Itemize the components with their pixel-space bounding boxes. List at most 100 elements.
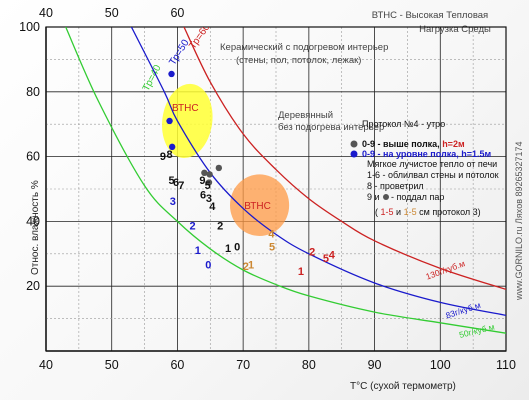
series-end-label: 83г/куб.м <box>444 300 482 321</box>
point-label: 2 <box>309 246 315 258</box>
ceramic-note-line-2: (стены, пол, потолок, лежак) <box>236 55 361 66</box>
x-axis-label: T°C (сухой термометр) <box>350 381 456 392</box>
y-tick-label: 20 <box>26 279 40 293</box>
upper-point <box>215 164 223 172</box>
x-tick-label: 110 <box>496 358 516 372</box>
lower-point <box>168 70 175 78</box>
series-label: Тр=50 <box>167 37 191 67</box>
legend-upper-text: 0-9 - выше полка, <box>362 139 440 149</box>
legend-note-4-marker <box>383 194 389 200</box>
point-label: 5 <box>323 253 329 265</box>
legend-title: Протокол №4 - утро <box>362 119 445 129</box>
point-label: 0 <box>205 259 211 271</box>
x-tick-label: 80 <box>302 358 316 372</box>
point-label: 2 <box>189 221 195 233</box>
legend-upper-height: h=2м <box>442 139 465 149</box>
legend-protocol-close: см протокол 3) <box>419 207 481 217</box>
top-tick-label: 50 <box>105 6 119 20</box>
point-label: 5 <box>168 175 174 187</box>
x-tick-label: 50 <box>105 358 119 372</box>
legend-protocol-open: ( <box>375 207 378 217</box>
x-tick-label: 90 <box>368 358 382 372</box>
x-tick-label: 60 <box>170 358 184 372</box>
series-line <box>130 27 506 316</box>
zone-label: ВТНС <box>172 103 199 114</box>
legend-upper-marker <box>350 140 358 148</box>
y-tick-label: 60 <box>26 150 40 164</box>
point-label: 4 <box>209 201 216 213</box>
wood-note-text: Деревянный <box>278 110 333 121</box>
point-label: 5 <box>205 180 211 192</box>
point-label: 9 <box>199 175 205 187</box>
legend-lower: 0-9 - на уровне полка, h=1.5м <box>362 149 492 159</box>
point-label: 6 <box>200 190 206 202</box>
ceramic-note-line-1: Керамический с подогревом интерьер <box>220 42 388 53</box>
y-tick-label: 100 <box>19 20 40 34</box>
lower-point <box>166 117 173 125</box>
point-label: 3 <box>206 193 212 205</box>
point-label: 9 <box>160 151 166 163</box>
legend-note-4b: - поддал пар <box>391 192 444 202</box>
chart-subtitle: Нагрузка Среды <box>419 24 491 35</box>
ceramic-note-text: Керамический с подогревом интерьер <box>220 42 388 53</box>
legend-protocol: ( 1-5 и 1-5 см протокол 3) <box>375 207 481 217</box>
legend: Протокол №4 - утро 0-9 - выше полка, h=2… <box>350 119 499 217</box>
top-tick-label: 60 <box>170 6 184 20</box>
plot-frame <box>45 26 507 352</box>
zone-label: ВТНС <box>244 201 271 212</box>
legend-note-4a: 9 и <box>367 192 380 202</box>
series-end-label: 130г/куб.м <box>424 258 466 281</box>
series-label: Тр=60 <box>187 22 212 52</box>
x-tick-label: 100 <box>430 358 451 372</box>
wood-note-line-2: без подогрева интерьер <box>278 122 384 133</box>
ceramic-note-text-2: (стены, пол, потолок, лежак) <box>236 55 361 66</box>
x-tick-label: 70 <box>236 358 250 372</box>
upper-point <box>201 169 208 176</box>
point-label: 3 <box>170 196 176 208</box>
x-tick-label: 40 <box>39 358 53 372</box>
point-label: 6 <box>173 177 179 189</box>
point-label: 1 <box>248 259 254 271</box>
point-label: 4 <box>329 250 336 262</box>
zone-ellipse <box>230 174 290 236</box>
legend-protocol-b: 1-5 <box>404 207 417 217</box>
zones: ВТНС ВТНС <box>162 83 290 236</box>
series-end-label: 50г/куб.м <box>458 321 496 339</box>
legend-lower-marker <box>350 150 358 158</box>
lower-point <box>168 143 176 151</box>
point-label: 1 <box>225 243 231 255</box>
point-label: 7 <box>178 180 184 192</box>
legend-note-2: 1-6 - облилвал стены и потолок <box>367 170 499 180</box>
zone-ellipse <box>162 83 213 159</box>
series-line <box>65 27 506 334</box>
upper-point <box>206 171 213 178</box>
point-label: 5 <box>269 242 275 254</box>
data-points <box>166 70 223 186</box>
series-line <box>183 27 506 291</box>
point-label: 2 <box>217 221 223 233</box>
point-label: 8 <box>166 149 172 161</box>
point-label: 0 <box>234 242 240 254</box>
upper-point <box>205 179 213 186</box>
y-tick-label: 80 <box>26 85 40 99</box>
wood-note-text-2: без подогрева интерьер <box>278 122 384 133</box>
wood-note-line-1: Деревянный <box>278 110 333 121</box>
legend-protocol-a: 1-5 <box>381 207 394 217</box>
legend-note-3: 8 - проветрил <box>367 181 424 191</box>
point-label: 4 <box>268 229 275 241</box>
side-note: www.GORNILO.ru Ляхов 89265327174 <box>514 141 524 301</box>
point-label: 1 <box>298 266 304 278</box>
y-axis-label: Относ. влажность % <box>30 180 41 275</box>
legend-upper: 0-9 - выше полка, h=2м <box>362 139 465 149</box>
top-tick-label: 40 <box>39 6 53 20</box>
chart-title: ВТНС - Высокая Тепловая <box>372 10 488 21</box>
point-label: 2 <box>243 261 249 273</box>
legend-note-1: Мягкое лучистое тепло от печи <box>367 159 497 169</box>
y-tick-label: 40 <box>26 214 40 228</box>
point-label: 1 <box>195 245 201 257</box>
legend-protocol-and: и <box>396 207 401 217</box>
